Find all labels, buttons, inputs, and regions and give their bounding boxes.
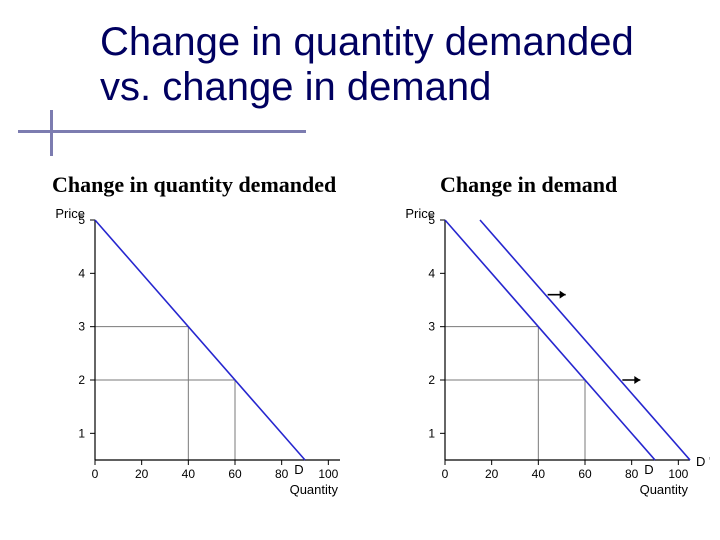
svg-text:3: 3: [428, 320, 435, 334]
svg-text:D ': D ': [696, 454, 710, 469]
svg-text:40: 40: [532, 467, 546, 481]
svg-text:2: 2: [78, 373, 85, 387]
svg-text:80: 80: [625, 467, 639, 481]
title-vertical-rule: [50, 110, 53, 156]
left-chart: 02040608010012345PriceQuantityD: [40, 208, 360, 498]
svg-text:100: 100: [318, 467, 338, 481]
right-chart-svg: 02040608010012345PriceQuantityDD ': [390, 208, 710, 498]
svg-text:3: 3: [78, 320, 85, 334]
svg-text:100: 100: [668, 467, 688, 481]
svg-text:1: 1: [78, 426, 85, 440]
svg-text:60: 60: [228, 467, 242, 481]
svg-text:1: 1: [428, 426, 435, 440]
svg-text:0: 0: [92, 467, 99, 481]
svg-text:Price: Price: [405, 208, 435, 221]
svg-text:80: 80: [275, 467, 289, 481]
svg-text:20: 20: [135, 467, 149, 481]
title-underline: [18, 130, 306, 133]
svg-text:60: 60: [578, 467, 592, 481]
svg-text:D: D: [644, 462, 653, 477]
slide-title: Change in quantity demanded vs. change i…: [100, 20, 680, 110]
slide: Change in quantity demanded vs. change i…: [0, 0, 720, 540]
svg-text:40: 40: [182, 467, 196, 481]
svg-text:2: 2: [428, 373, 435, 387]
svg-text:Price: Price: [55, 208, 85, 221]
svg-text:Quantity: Quantity: [640, 482, 689, 497]
right-chart: 02040608010012345PriceQuantityDD ': [390, 208, 710, 498]
left-subtitle: Change in quantity demanded: [52, 172, 336, 198]
svg-text:4: 4: [78, 266, 85, 280]
svg-text:4: 4: [428, 266, 435, 280]
left-chart-svg: 02040608010012345PriceQuantityD: [40, 208, 360, 498]
right-subtitle: Change in demand: [440, 172, 617, 198]
svg-text:D: D: [294, 462, 303, 477]
svg-text:Quantity: Quantity: [290, 482, 339, 497]
svg-text:0: 0: [442, 467, 449, 481]
svg-text:20: 20: [485, 467, 499, 481]
